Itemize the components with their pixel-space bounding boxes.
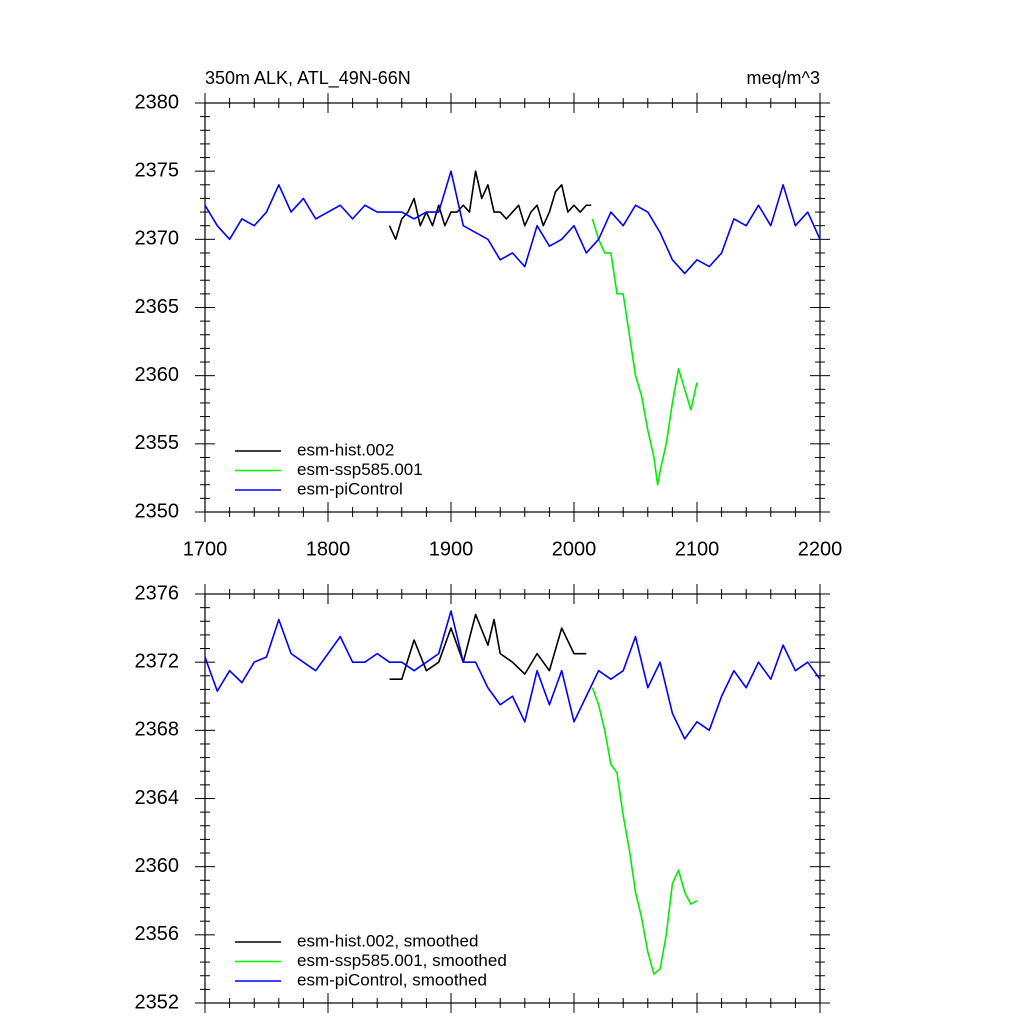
y-tick-label: 2372 — [135, 650, 180, 672]
series-line — [591, 687, 698, 975]
series-line — [204, 170, 821, 275]
units-label: meq/m^3 — [747, 68, 820, 88]
y-tick-label: 2368 — [135, 719, 180, 741]
legend-label: esm-ssp585.001, smoothed — [297, 951, 507, 970]
legend-label: esm-hist.002, smoothed — [297, 931, 478, 950]
chart-title: 350m ALK, ATL_49N-66N — [205, 68, 411, 89]
y-tick-label: 2352 — [135, 991, 180, 1013]
legend-label: esm-ssp585.001 — [297, 460, 423, 479]
y-tick-label: 2360 — [135, 855, 180, 877]
y-tick-label: 2364 — [135, 787, 180, 809]
y-tick-label: 2350 — [135, 500, 180, 522]
x-tick-label: 1800 — [306, 538, 351, 560]
series-line — [204, 610, 821, 740]
x-tick-label: 2100 — [675, 538, 720, 560]
y-tick-label: 2360 — [135, 364, 180, 386]
series-line — [388, 170, 592, 241]
legend-label: esm-piControl, smoothed — [297, 970, 487, 989]
x-tick-label: 1700 — [183, 538, 228, 560]
y-tick-label: 2356 — [135, 923, 180, 945]
series-line — [591, 218, 698, 486]
x-tick-label: 1900 — [429, 538, 474, 560]
y-tick-label: 2370 — [135, 228, 180, 250]
series-line — [389, 613, 587, 681]
legend-label: esm-hist.002 — [297, 440, 394, 459]
y-tick-label: 2380 — [135, 91, 180, 113]
y-tick-label: 2365 — [135, 296, 180, 318]
x-tick-label: 2000 — [552, 538, 597, 560]
y-tick-label: 2375 — [135, 159, 180, 181]
legend-label: esm-piControl — [297, 479, 403, 498]
y-tick-label: 2355 — [135, 432, 180, 454]
x-tick-label: 2200 — [798, 538, 843, 560]
y-tick-label: 2376 — [135, 582, 180, 604]
